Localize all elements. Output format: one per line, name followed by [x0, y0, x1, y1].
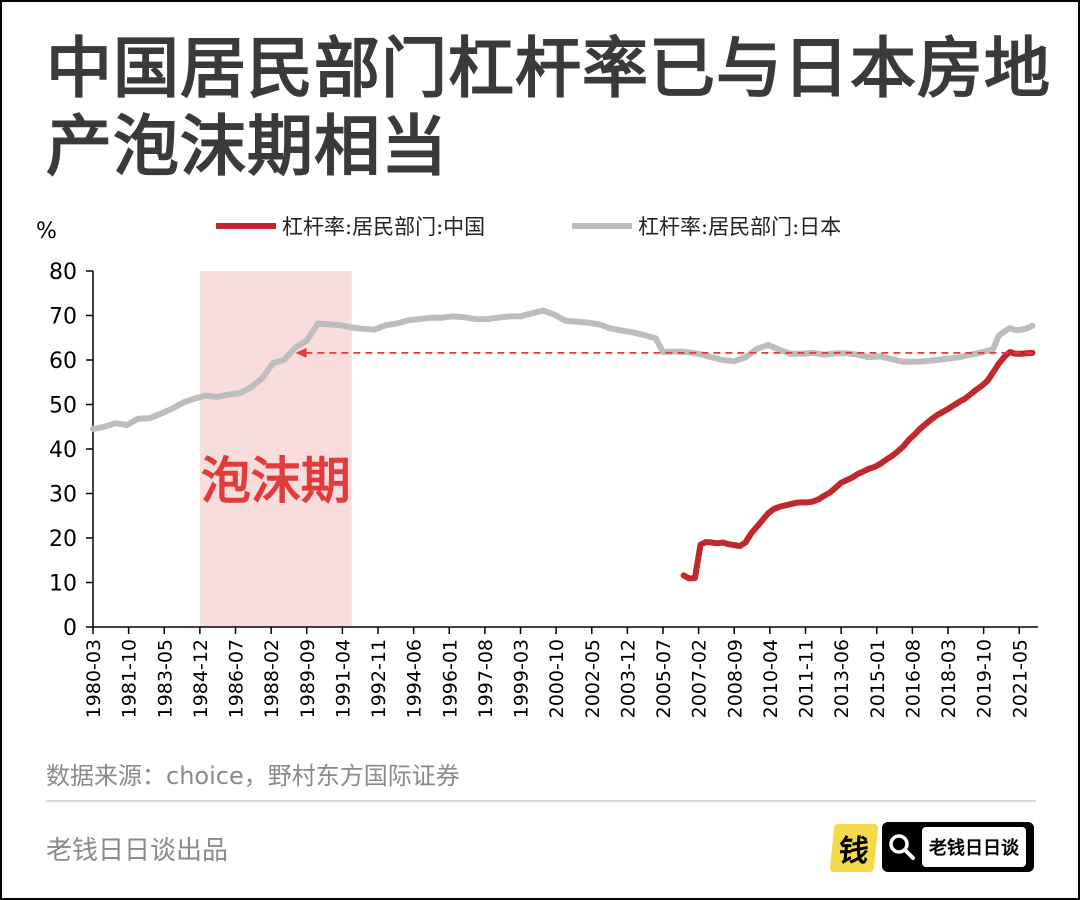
x-tick-label: 2007-02	[689, 639, 711, 718]
x-tick-label: 2005-07	[653, 639, 675, 718]
x-tick-label: 2008-09	[724, 639, 746, 718]
y-tick-label: 10	[49, 572, 77, 597]
y-tick-label: 20	[49, 527, 77, 552]
y-unit-label: %	[36, 219, 57, 244]
legend-label-2: 杠杆率:居民部门:日本	[638, 215, 841, 239]
x-tick-label: 1989-09	[297, 639, 319, 718]
brand-mark-logo: 钱	[829, 824, 879, 872]
x-tick-label: 1992-11	[368, 639, 390, 718]
y-tick-label: 50	[49, 394, 77, 419]
bubble-period-band	[199, 271, 352, 627]
series-line-japan	[90, 307, 1036, 432]
brand-mark-char: 钱	[836, 834, 871, 869]
x-tick-label: 2016-08	[902, 639, 924, 718]
x-tick-label: 1984-12	[190, 639, 212, 718]
x-tick-label: 1986-07	[226, 639, 248, 718]
x-tick-label: 2000-10	[546, 639, 568, 718]
series-line-china	[680, 349, 1036, 582]
brand-search-badge: 老钱日日谈	[882, 822, 1034, 872]
x-tick-label: 1988-02	[261, 639, 283, 718]
footer-divider	[46, 800, 1036, 802]
x-tick-label: 2011-11	[796, 639, 818, 718]
source-note: 数据来源：choice，野村东方国际证券	[46, 762, 460, 790]
x-tick-label: 2010-04	[760, 639, 782, 718]
brand-label: 老钱日日谈	[922, 827, 1026, 867]
y-tick-label: 80	[49, 260, 77, 285]
y-tick-label: 70	[49, 305, 77, 330]
title-line-1: 中国居民部门杠杆率已与日本房地	[46, 30, 1051, 107]
search-icon	[882, 822, 922, 872]
x-tick-label: 2021-05	[1009, 639, 1031, 718]
x-tick-label: 1996-01	[439, 639, 461, 718]
bubble-period-label: 泡沫期	[201, 452, 351, 510]
x-tick-label: 2019-10	[974, 639, 996, 718]
y-tick-label: 30	[49, 483, 77, 508]
reference-arrow-head	[295, 347, 307, 358]
legend-label-1: 杠杆率:居民部门:中国	[282, 215, 485, 239]
x-tick-label: 2002-05	[582, 639, 604, 718]
y-tick-label: 0	[63, 616, 77, 641]
x-tick-label: 1994-06	[404, 639, 426, 718]
chart-title: 中国居民部门杠杆率已与日本房地 产泡沫期相当	[46, 30, 1051, 186]
footer-credit: 老钱日日谈出品	[46, 836, 229, 866]
title-line-2: 产泡沫期相当	[46, 108, 448, 185]
y-tick-label: 40	[49, 438, 77, 463]
x-tick-label: 2018-03	[938, 639, 960, 718]
x-tick-label: 1997-08	[475, 639, 497, 718]
x-tick-label: 1991-04	[332, 639, 354, 718]
x-tick-label: 1983-05	[154, 639, 176, 718]
y-tick-label: 60	[49, 349, 77, 374]
x-tick-label: 1980-03	[83, 639, 105, 718]
x-tick-label: 1999-03	[511, 639, 533, 718]
x-tick-label: 2015-01	[867, 639, 889, 718]
x-tick-label: 2013-06	[831, 639, 853, 718]
x-tick-label: 1981-10	[119, 639, 141, 718]
x-tick-label: 2003-12	[617, 639, 639, 718]
